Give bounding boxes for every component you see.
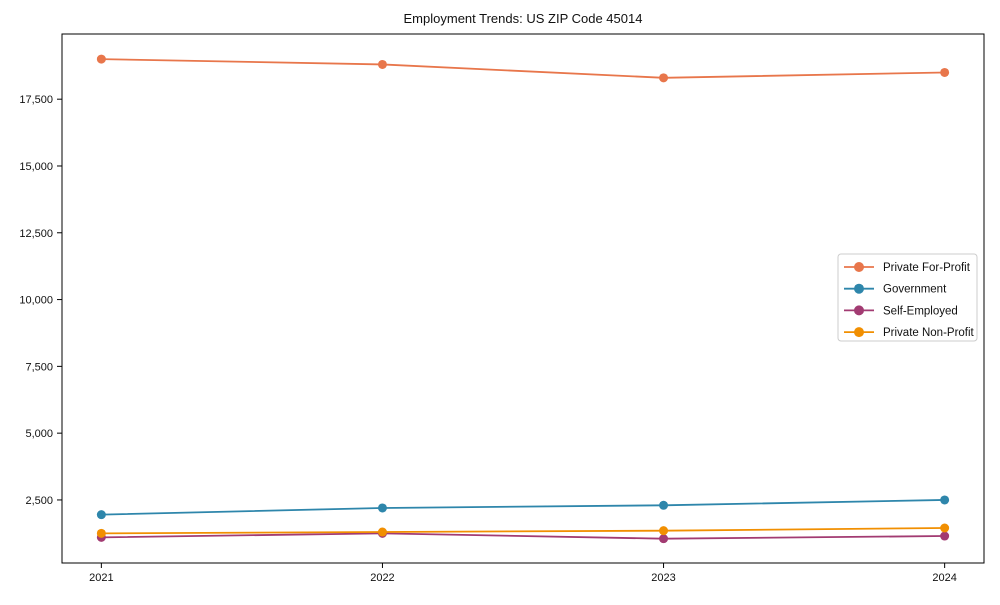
series-line-private-non-profit <box>100 527 946 535</box>
data-point-private-non-profit <box>659 526 669 536</box>
data-point-private-non-profit <box>96 528 106 538</box>
y-tick-label: 10,000 <box>19 295 53 307</box>
x-tick-label: 2021 <box>89 572 113 584</box>
data-point-private-for-profit <box>96 54 106 64</box>
series-line-private-for-profit <box>100 58 946 79</box>
data-point-private-non-profit <box>940 523 950 533</box>
data-point-self-employed <box>940 531 950 541</box>
y-tick-label: 15,000 <box>19 161 53 173</box>
data-point-self-employed <box>659 534 669 544</box>
legend-marker-dot <box>854 305 864 316</box>
y-tick-label: 17,500 <box>19 94 53 106</box>
data-point-government <box>659 500 669 510</box>
data-point-private-for-profit <box>377 59 387 69</box>
data-point-private-for-profit <box>659 73 669 83</box>
x-tick-label: 2023 <box>651 572 675 584</box>
data-point-private-non-profit <box>377 527 387 537</box>
y-tick-label: 7,500 <box>25 361 53 373</box>
chart-title: Employment Trends: US ZIP Code 45014 <box>404 11 643 26</box>
plot-area <box>61 33 985 564</box>
legend-marker-dot <box>854 283 864 294</box>
data-point-government <box>96 510 106 520</box>
plot-layer: 2,500 5,000 7,500 10,000 12,500 15,000 17,500 2… <box>19 33 985 584</box>
legend-label: Private Non-Profit <box>883 327 975 339</box>
series-line-government <box>100 499 946 516</box>
y-tick-label: 2,500 <box>25 495 53 507</box>
data-point-government <box>940 495 950 505</box>
legend-label: Government <box>883 284 947 296</box>
legend-label: Private For-Profit <box>883 262 971 274</box>
legend-box <box>837 253 978 342</box>
data-point-government <box>377 503 387 513</box>
legend-label: Self-Employed <box>883 305 958 317</box>
data-point-private-for-profit <box>940 67 950 77</box>
legend-marker-dot <box>854 327 864 338</box>
series-line-self-employed <box>100 532 946 540</box>
legend: Private For-Profit Government Self-Employe… <box>837 253 978 342</box>
y-tick-label: 12,500 <box>19 228 53 240</box>
x-tick-label: 2022 <box>370 572 394 584</box>
legend-marker-dot <box>854 262 864 272</box>
x-tick-label: 2024 <box>932 572 956 584</box>
y-tick-label: 5,000 <box>25 428 53 440</box>
